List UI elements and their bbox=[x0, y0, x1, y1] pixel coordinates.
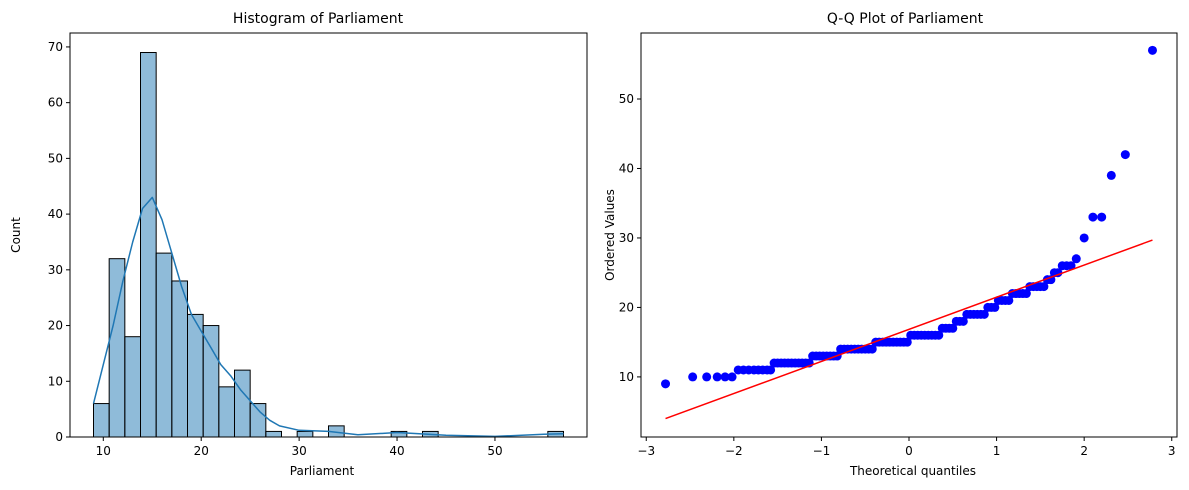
y-tick-label: 20 bbox=[619, 300, 634, 314]
qq-point bbox=[720, 372, 730, 382]
y-tick-label: 10 bbox=[619, 370, 634, 384]
x-tick-label: −1 bbox=[813, 444, 831, 458]
qq-point bbox=[1021, 289, 1031, 299]
qq-point bbox=[1004, 295, 1014, 305]
y-tick-label: 40 bbox=[619, 161, 634, 175]
histogram-y-ticks: 0 10 20 30 40 50 60 70 bbox=[48, 40, 70, 444]
qq-point bbox=[688, 372, 698, 382]
qq-x-label: Theoretical quantiles bbox=[849, 464, 976, 478]
qq-point bbox=[1120, 150, 1130, 160]
x-tick-label: 2 bbox=[1080, 444, 1088, 458]
qq-point bbox=[1106, 170, 1116, 180]
qq-point bbox=[702, 372, 712, 382]
histogram-bar bbox=[140, 52, 157, 438]
qq-point bbox=[990, 302, 1000, 312]
y-tick-label: 50 bbox=[48, 151, 63, 165]
qq-point bbox=[902, 337, 912, 347]
qq-fit-line bbox=[665, 239, 1153, 420]
histogram-x-label: Parliament bbox=[290, 464, 355, 478]
x-tick-label: 30 bbox=[291, 444, 306, 458]
histogram-x-ticks: 10 20 30 40 50 bbox=[96, 437, 503, 458]
qq-point bbox=[1097, 212, 1107, 222]
qq-point bbox=[948, 323, 958, 333]
qq-plot-area bbox=[661, 45, 1157, 420]
qq-point bbox=[1071, 254, 1081, 264]
x-tick-label: −3 bbox=[637, 444, 655, 458]
y-tick-label: 40 bbox=[48, 207, 63, 221]
y-tick-label: 30 bbox=[619, 231, 634, 245]
qq-point bbox=[766, 365, 776, 375]
qq-point bbox=[979, 309, 989, 319]
qq-title: Q-Q Plot of Parliament bbox=[827, 11, 984, 27]
histogram-bar bbox=[93, 403, 110, 438]
histogram-bar bbox=[202, 325, 220, 438]
qq-point bbox=[712, 372, 722, 382]
qq-x-ticks: −3 −2 −1 0 1 2 3 bbox=[637, 437, 1176, 458]
x-tick-label: 1 bbox=[993, 444, 1001, 458]
qq-point bbox=[1147, 45, 1157, 55]
qq-point bbox=[958, 316, 968, 326]
qq-point bbox=[1088, 212, 1098, 222]
qq-point bbox=[1066, 261, 1076, 271]
y-tick-label: 20 bbox=[48, 319, 63, 333]
qq-point bbox=[661, 379, 671, 389]
y-tick-label: 50 bbox=[619, 92, 634, 106]
y-tick-label: 0 bbox=[55, 430, 63, 444]
x-tick-label: 40 bbox=[389, 444, 404, 458]
x-tick-label: 0 bbox=[905, 444, 913, 458]
x-tick-label: 10 bbox=[96, 444, 111, 458]
y-tick-label: 10 bbox=[48, 374, 63, 388]
histogram-bar bbox=[155, 252, 173, 438]
histogram-plot-area bbox=[92, 52, 564, 438]
qq-point bbox=[1079, 233, 1089, 243]
histogram-bar bbox=[124, 336, 142, 438]
y-tick-label: 70 bbox=[48, 40, 63, 54]
histogram-bar bbox=[187, 313, 204, 438]
y-tick-label: 30 bbox=[48, 263, 63, 277]
qq-point bbox=[1039, 282, 1049, 292]
qq-panel: Q-Q Plot of Parliament −3 −2 −1 0 1 2 3 10 20 30… bbox=[603, 11, 1178, 478]
qq-y-ticks: 10 20 30 40 50 bbox=[619, 92, 641, 384]
histogram-title: Histogram of Parliament bbox=[233, 11, 404, 27]
histogram-bar bbox=[171, 280, 188, 438]
x-tick-label: 50 bbox=[487, 444, 502, 458]
histogram-bar bbox=[218, 386, 235, 438]
histogram-bar bbox=[265, 430, 283, 438]
kde-curve bbox=[92, 196, 564, 438]
qq-y-label: Ordered Values bbox=[603, 189, 617, 281]
qq-point bbox=[867, 344, 877, 354]
histogram-frame bbox=[69, 32, 588, 438]
qq-point bbox=[727, 372, 737, 382]
y-tick-label: 60 bbox=[48, 96, 63, 110]
histogram-y-label: Count bbox=[9, 217, 23, 253]
qq-point bbox=[934, 330, 944, 340]
histogram-bar bbox=[234, 369, 251, 438]
x-tick-label: 3 bbox=[1168, 444, 1176, 458]
x-tick-label: 20 bbox=[194, 444, 209, 458]
x-tick-label: −2 bbox=[725, 444, 743, 458]
histogram-bar bbox=[296, 430, 314, 438]
histogram-panel: Histogram of Parliament 10 20 30 40 50 0 10 20… bbox=[9, 11, 588, 478]
